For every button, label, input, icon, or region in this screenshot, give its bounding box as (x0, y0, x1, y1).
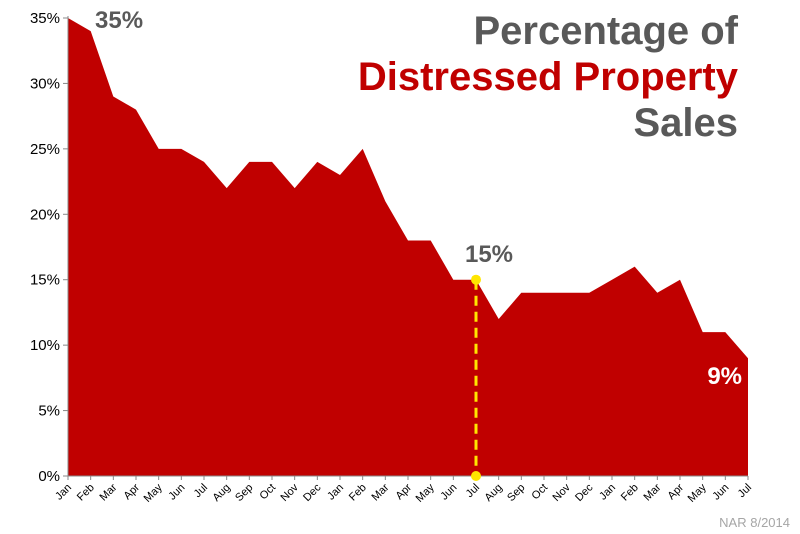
x-tick-label: Mar (642, 481, 664, 503)
x-tick-label: Jan (325, 482, 346, 503)
x-tick-label: Feb (75, 482, 97, 504)
x-tick-label: Jul (736, 482, 754, 500)
x-tick-label: Apr (122, 481, 143, 502)
annotation-15-percent: 15% (465, 241, 513, 268)
x-tick-label: Feb (619, 482, 641, 504)
x-tick-label: Feb (347, 482, 369, 504)
x-tick-label: Sep (233, 482, 255, 504)
chart-title-line-1: Percentage of (473, 9, 738, 53)
x-tick-label: Jun (438, 482, 459, 503)
y-tick-label: 30% (30, 75, 60, 92)
annotation-35-percent: 35% (95, 7, 143, 34)
chart-title: Percentage of Distressed Property Sales (358, 8, 738, 146)
x-tick-label: Nov (550, 481, 573, 504)
x-tick-label: Mar (98, 481, 120, 503)
x-tick-label: Oct (530, 482, 551, 503)
chart-title-line-2: Distressed Property (357, 55, 738, 99)
y-tick-label: 15% (30, 272, 60, 289)
x-tick-label: Apr (666, 481, 687, 502)
chart-title-line-3: Sales (633, 101, 738, 145)
x-tick-label: May (142, 481, 166, 505)
x-tick-label: Aug (210, 482, 232, 504)
x-tick-label: Nov (278, 481, 301, 504)
x-tick-label: Jul (464, 482, 482, 500)
y-tick-label: 20% (30, 206, 60, 223)
annotation-9-percent: 9% (707, 363, 742, 390)
x-tick-label: Jan (597, 482, 618, 503)
x-tick-label: Sep (505, 482, 527, 504)
x-tick-label: Dec (301, 481, 324, 504)
y-tick-label: 25% (30, 141, 60, 158)
y-tick-label: 10% (30, 337, 60, 354)
highlight-point-bottom (471, 471, 481, 481)
x-tick-label: Jul (192, 482, 210, 500)
y-tick-label: 5% (38, 403, 60, 420)
source-note: NAR 8/2014 (719, 515, 790, 530)
x-tick-label: May (414, 481, 438, 505)
y-tick-label: 35% (30, 10, 60, 27)
x-tick-label: May (686, 481, 710, 505)
x-tick-label: Oct (258, 482, 279, 503)
y-tick-label: 0% (38, 468, 60, 485)
x-tick-label: Aug (482, 482, 504, 504)
highlight-point-top (471, 274, 481, 285)
x-tick-label: Apr (394, 481, 415, 502)
x-tick-label: Mar (370, 481, 392, 503)
x-tick-label: Jun (710, 482, 731, 503)
series-area (68, 18, 748, 476)
x-tick-label: Dec (573, 481, 596, 504)
x-tick-label: Jun (166, 482, 187, 503)
